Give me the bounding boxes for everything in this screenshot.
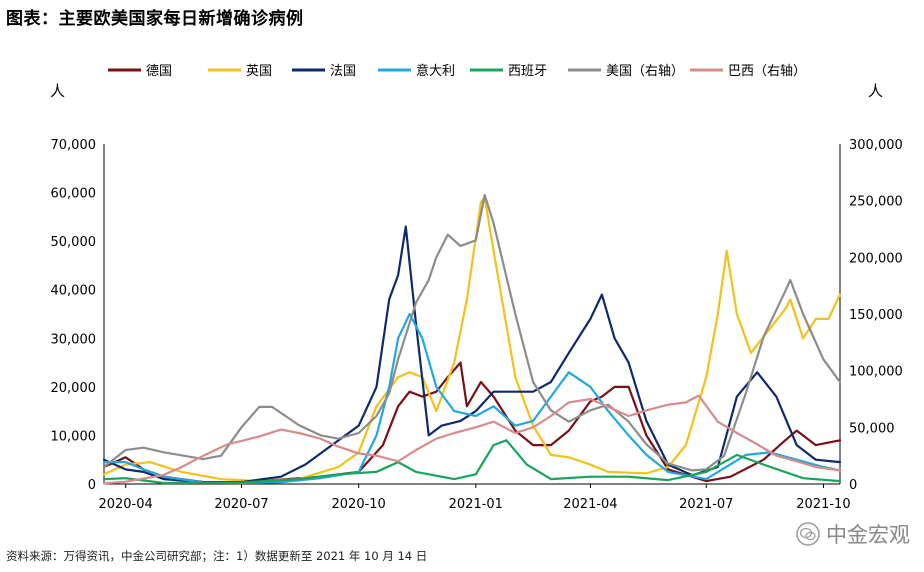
right-tick-label: 150,000 bbox=[849, 308, 903, 323]
x-tick-label: 2020-04 bbox=[98, 497, 152, 512]
legend-label: 美国（右轴） bbox=[606, 64, 684, 79]
x-tick-label: 2020-10 bbox=[332, 497, 386, 512]
right-tick-label: 50,000 bbox=[849, 421, 895, 436]
left-tick-label: 50,000 bbox=[51, 235, 97, 250]
chart-title: 图表：主要欧美国家每日新增确诊病例 bbox=[6, 9, 304, 29]
right-tick-label: 300,000 bbox=[849, 138, 903, 153]
left-tick-label: 60,000 bbox=[51, 187, 97, 202]
series-line-5 bbox=[102, 193, 842, 472]
x-tick-label: 2021-04 bbox=[563, 497, 617, 512]
x-tick-label: 2020-07 bbox=[214, 497, 268, 512]
source-note: 资料来源：万得资讯，中金公司研究部；注：1）数据更新至 2021 年 10 月 … bbox=[6, 549, 428, 563]
right-tick-label: 0 bbox=[849, 478, 857, 493]
legend: 德国 英国 法国 意大利 西班牙 美国（右轴） 巴西（右轴） bbox=[108, 63, 806, 79]
watermark-text: 中金宏观 bbox=[826, 523, 910, 547]
legend-label: 西班牙 bbox=[508, 64, 547, 79]
right-tick-label: 200,000 bbox=[849, 251, 903, 266]
right-axis-unit: 人 bbox=[868, 82, 883, 100]
legend-label: 英国 bbox=[246, 64, 272, 79]
left-tick-label: 30,000 bbox=[51, 332, 97, 347]
wechat-logo-icon bbox=[796, 522, 820, 546]
right-tick-label: 100,000 bbox=[849, 365, 903, 380]
legend-label: 德国 bbox=[146, 64, 172, 79]
plot-frame bbox=[103, 144, 841, 485]
x-tick-label: 2021-01 bbox=[449, 497, 503, 512]
x-tick-label: 2021-07 bbox=[679, 497, 733, 512]
left-tick-label: 70,000 bbox=[51, 138, 97, 153]
left-tick-label: 10,000 bbox=[51, 429, 97, 444]
series-line-1 bbox=[102, 196, 842, 483]
series-line-6 bbox=[102, 394, 842, 485]
right-axis-ticks: 0 50,000 100,000 150,000 200,000 250,000 300,0… bbox=[849, 138, 903, 493]
left-tick-label: 0 bbox=[88, 478, 96, 493]
legend-label: 法国 bbox=[330, 64, 356, 79]
watermark: 中金宏观 bbox=[796, 519, 910, 549]
series-line-4 bbox=[102, 439, 842, 485]
legend-label: 巴西（右轴） bbox=[728, 64, 806, 79]
left-axis-ticks: 0 10,000 20,000 30,000 40,000 50,000 60,000 70,… bbox=[51, 138, 97, 493]
left-tick-label: 20,000 bbox=[51, 381, 97, 396]
x-tick-label: 2021-10 bbox=[796, 497, 850, 512]
left-axis-unit: 人 bbox=[50, 82, 65, 100]
right-tick-label: 250,000 bbox=[849, 195, 903, 210]
x-axis-ticks: 2020-04 2020-07 2020-10 2021-01 2021-04 2021-… bbox=[98, 484, 851, 512]
legend-label: 意大利 bbox=[416, 63, 455, 79]
series-lines bbox=[102, 193, 842, 485]
left-tick-label: 40,000 bbox=[51, 284, 97, 299]
